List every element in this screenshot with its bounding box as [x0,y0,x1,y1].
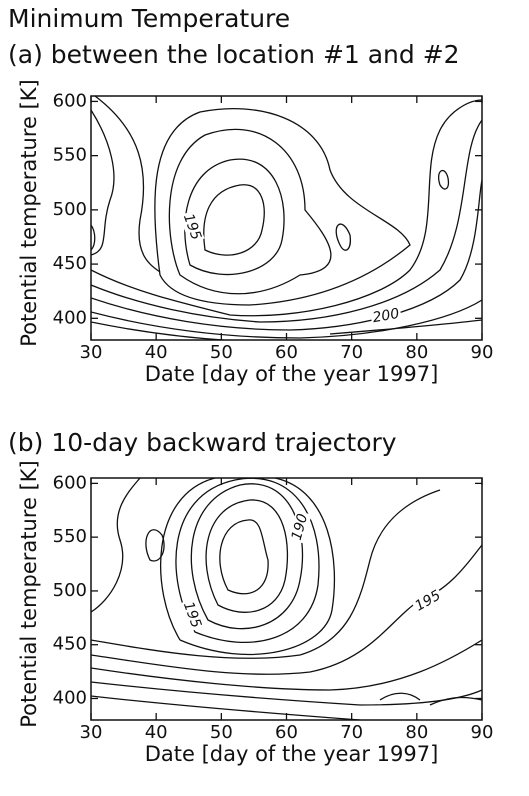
y-tick-label: 500 [53,199,87,220]
contour-label: 195 [180,212,204,243]
panel-title: (b) 10-day backward trajectory [8,428,397,457]
contour-label-bg [369,305,403,327]
y-axis-label: Potential temperature [K] [17,460,41,728]
x-tick-label: 90 [471,722,494,743]
x-tick-label: 30 [80,722,103,743]
x-tick-label: 60 [275,722,298,743]
y-tick-label: 550 [53,526,87,547]
y-tick-label: 550 [53,145,87,166]
x-tick-label: 30 [80,342,103,363]
contour-label-bg [288,510,312,544]
y-tick-label: 500 [53,580,87,601]
x-tick-label: 70 [340,342,363,363]
x-tick-label: 40 [145,722,168,743]
x-axis-label: Date [day of the year 1997] [145,362,439,386]
y-tick-label: 600 [53,472,87,493]
y-tick-label: 450 [53,253,87,274]
x-tick-label: 80 [405,342,428,363]
y-tick-label: 600 [53,90,87,111]
y-tick-label: 400 [53,307,87,328]
x-axis-label: Date [day of the year 1997] [145,742,439,766]
chart-title: Minimum Temperature [8,4,290,33]
x-tick-label: 90 [471,342,494,363]
y-axis-label: Potential temperature [K] [17,79,41,347]
x-tick-label: 80 [405,722,428,743]
contour-label: 200 [371,306,400,326]
x-tick-label: 60 [275,342,298,363]
contour-label: 190 [289,512,311,542]
contour-label-bg [411,586,445,616]
x-tick-label: 70 [340,722,363,743]
y-tick-label: 450 [53,634,87,655]
x-tick-label: 50 [210,342,233,363]
contours [91,478,482,720]
contour-label-bg [179,598,205,632]
x-tick-label: 50 [210,722,233,743]
contours [91,96,482,340]
panel-title: (a) between the location #1 and #2 [8,40,460,69]
y-tick-label: 400 [53,687,87,708]
x-tick-label: 40 [145,342,168,363]
contour-label-bg [179,210,205,244]
